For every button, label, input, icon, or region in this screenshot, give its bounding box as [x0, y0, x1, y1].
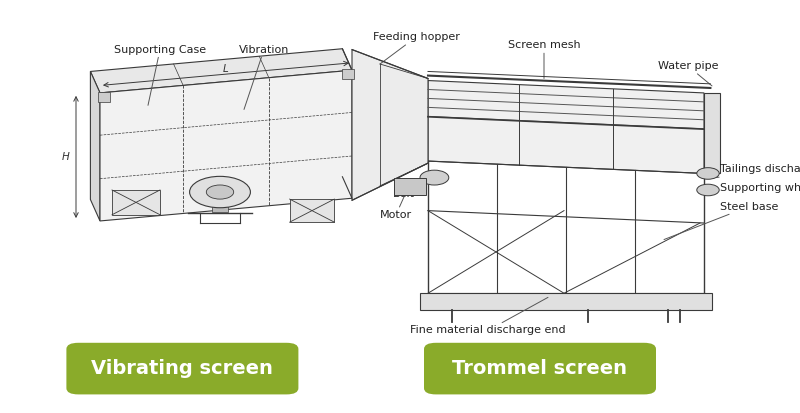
Text: Steel base: Steel base	[664, 202, 778, 240]
Text: Water pipe: Water pipe	[658, 61, 718, 86]
Text: Supporting wheels: Supporting wheels	[708, 183, 800, 193]
Polygon shape	[112, 190, 160, 215]
FancyBboxPatch shape	[424, 343, 656, 394]
Circle shape	[206, 185, 234, 199]
Text: L: L	[223, 64, 229, 74]
Text: Feeding hopper: Feeding hopper	[373, 32, 459, 64]
Text: Supporting Case: Supporting Case	[114, 45, 206, 105]
Text: Trommel screen: Trommel screen	[453, 359, 627, 378]
Text: Vibrating screen: Vibrating screen	[91, 359, 274, 378]
Text: Screen mesh: Screen mesh	[508, 40, 580, 78]
Text: Motor: Motor	[380, 183, 412, 220]
Polygon shape	[394, 178, 426, 195]
Polygon shape	[342, 69, 354, 79]
Polygon shape	[428, 81, 704, 173]
Polygon shape	[98, 92, 110, 102]
Text: Tailings discharge: Tailings discharge	[716, 164, 800, 178]
Polygon shape	[90, 49, 352, 93]
Text: Fine material discharge end: Fine material discharge end	[410, 297, 566, 335]
FancyBboxPatch shape	[66, 343, 298, 394]
Text: Belt: Belt	[393, 173, 434, 199]
Circle shape	[697, 184, 719, 196]
Polygon shape	[704, 93, 720, 173]
Text: Vibration: Vibration	[239, 45, 289, 109]
Polygon shape	[352, 50, 428, 200]
Circle shape	[190, 176, 250, 208]
Polygon shape	[100, 70, 352, 221]
Circle shape	[420, 170, 449, 185]
Polygon shape	[290, 199, 334, 222]
Polygon shape	[212, 192, 228, 212]
Circle shape	[697, 168, 719, 179]
Text: H: H	[62, 152, 70, 162]
Polygon shape	[420, 293, 712, 310]
Polygon shape	[90, 71, 100, 221]
